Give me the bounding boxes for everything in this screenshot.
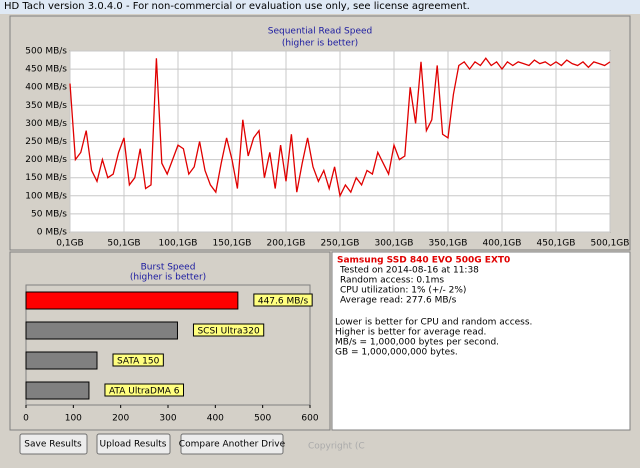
note: GB = 1,000,000,000 bytes. (335, 348, 458, 358)
bar-label-box (104, 383, 185, 397)
x-tick-label: 250,1GB (321, 239, 360, 249)
info-line: Tested on 2014-08-16 at 11:38 (339, 266, 479, 276)
upload-button[interactable]: Upload Results (96, 433, 171, 455)
y-tick-label: 100 MB/s (25, 191, 67, 201)
x-tick-label: 300,1GB (375, 239, 414, 249)
x-tick-label: 50,1GB (107, 239, 140, 249)
x-tick-label: 350,1GB (429, 239, 468, 249)
read-line (69, 57, 611, 198)
x-tick-label: 400 (207, 414, 224, 424)
drive-name: Samsung SSD 840 EVO 500G EXT0 (337, 256, 510, 266)
save-button[interactable]: Save Results (19, 433, 88, 455)
bar-label: ATA UltraDMA 6 (109, 387, 180, 397)
x-tick-label: 100,1GB (159, 239, 198, 249)
chart-title: Burst Speed (141, 263, 196, 273)
info-line: Average read: 277.6 MB/s (340, 296, 457, 306)
x-tick-label: 300 (159, 414, 176, 424)
x-tick-label: 200 (112, 414, 129, 424)
bar-label-box (253, 293, 313, 307)
info-line: Random access: 0.1ms (340, 276, 444, 286)
burst-bar (25, 291, 239, 310)
x-tick-label: 200,1GB (267, 239, 306, 249)
note: MB/s = 1,000,000 bytes per second. (335, 338, 499, 348)
copyright: Copyright (C (308, 442, 365, 452)
y-tick-label: 500 MB/s (25, 47, 67, 57)
x-tick-label: 450,1GB (537, 239, 576, 249)
burst-bar (25, 321, 178, 340)
chart-title: Sequential Read Speed (268, 27, 373, 37)
y-tick-label: 400 MB/s (25, 83, 67, 93)
button-face[interactable] (180, 433, 284, 455)
button-label[interactable]: Compare Another Drive (179, 440, 286, 450)
button-label[interactable]: Save Results (24, 440, 82, 450)
x-tick-label: 600 (301, 414, 318, 424)
note: Lower is better for CPU and random acces… (335, 318, 532, 328)
bar-label: 447.6 MB/s (258, 297, 309, 307)
compare-button[interactable]: Compare Another Drive (179, 433, 286, 455)
y-tick-label: 0 MB/s (37, 228, 68, 238)
y-tick-label: 150 MB/s (25, 173, 67, 183)
y-tick-label: 450 MB/s (25, 65, 67, 75)
x-tick-label: 0 (23, 414, 29, 424)
info-line: CPU utilization: 1% (+/- 2%) (340, 286, 466, 296)
chart-subtitle: (higher is better) (282, 39, 358, 49)
x-tick-label: 0,1GB (56, 239, 83, 249)
info-panel (331, 251, 631, 431)
burst-bar (25, 351, 98, 370)
note: Higher is better for average read. (335, 328, 486, 338)
button-face[interactable] (96, 433, 171, 455)
bar-label-box (192, 323, 265, 337)
y-tick-label: 300 MB/s (25, 119, 67, 129)
x-tick-label: 100 (65, 414, 82, 424)
burst-bar (25, 381, 90, 400)
chart-subtitle: (higher is better) (130, 273, 206, 283)
bar-label: SATA 150 (117, 357, 160, 367)
x-tick-label: 500,1GB (591, 239, 630, 249)
button-face[interactable] (19, 433, 88, 455)
x-tick-label: 150,1GB (213, 239, 252, 249)
y-tick-label: 200 MB/s (25, 155, 67, 165)
bar-label: SCSI Ultra320 (197, 327, 260, 337)
window-title: HD Tach version 3.0.4.0 - For non-commer… (4, 1, 470, 12)
title-bar (0, 0, 640, 14)
x-tick-label: 400,1GB (483, 239, 522, 249)
y-tick-label: 350 MB/s (25, 101, 67, 111)
button-label[interactable]: Upload Results (100, 440, 167, 450)
x-tick-label: 500 (254, 414, 271, 424)
y-tick-label: 50 MB/s (31, 209, 67, 219)
bar-label-box (112, 353, 164, 367)
y-tick-label: 250 MB/s (25, 137, 67, 147)
